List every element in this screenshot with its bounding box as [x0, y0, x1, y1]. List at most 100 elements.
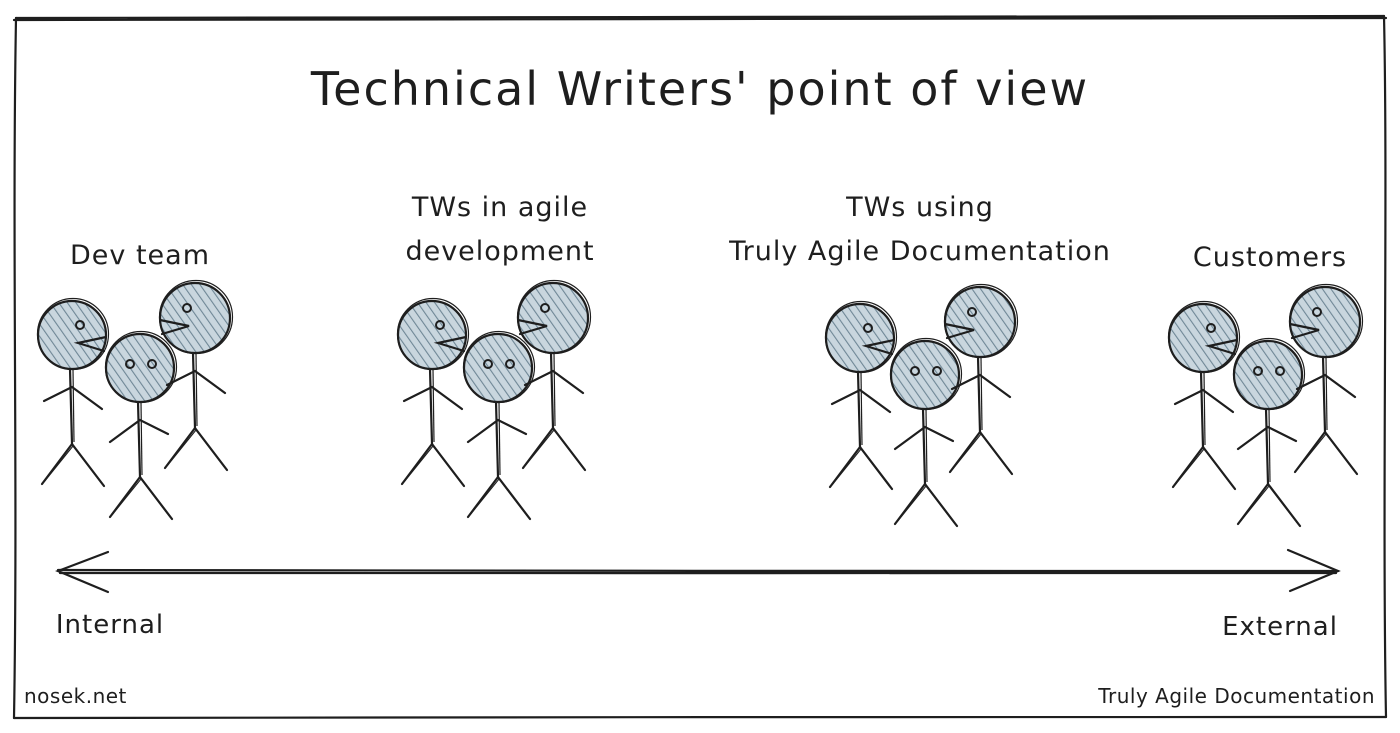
stick-figure [1288, 283, 1364, 476]
figure-eye [435, 320, 445, 330]
stick-figure [516, 279, 592, 472]
figure-mouth [433, 335, 468, 353]
group-label-line2: Truly Agile Documentation [729, 236, 1111, 267]
figure-legs [40, 442, 106, 488]
figure-body [860, 371, 863, 446]
figure-body [1199, 370, 1205, 449]
figure-legs [948, 430, 1014, 476]
figure-eye [182, 303, 192, 313]
figure-mouth [1204, 338, 1239, 356]
figure-legs [1293, 430, 1359, 476]
stick-figure [889, 337, 963, 528]
figures-layer [36, 279, 1364, 528]
figure-body [498, 401, 501, 476]
figure-body [432, 368, 435, 443]
figure-eye [483, 359, 493, 369]
figure-eye [125, 359, 135, 369]
figure-legs [828, 445, 894, 491]
frame-border [12, 14, 1388, 720]
figure-legs [896, 485, 956, 525]
stick-figure [462, 330, 536, 521]
figure-legs [163, 426, 229, 472]
group-label-tws-agile: TWs in agile development [360, 186, 640, 274]
page-title: Technical Writers' point of view [310, 62, 1090, 116]
figure-eye [863, 323, 873, 333]
figure-legs [524, 429, 584, 469]
figure-arms [402, 385, 464, 411]
figure-arms [950, 373, 1012, 399]
group-label-customers: Customers [1170, 236, 1370, 280]
figure-legs [400, 442, 466, 488]
figure-body [195, 352, 198, 427]
figure-legs [1239, 485, 1299, 525]
stick-figure [824, 300, 898, 491]
figure-group-3 [824, 283, 1019, 528]
figure-arms [1173, 388, 1235, 414]
figure-legs [111, 478, 171, 518]
figure-legs [1236, 482, 1302, 528]
figure-body [976, 355, 982, 434]
axis-label-internal: Internal [55, 610, 165, 640]
group-label-line1: TWs using [846, 192, 994, 223]
figure-eye [1253, 366, 1263, 376]
figure-legs [108, 475, 174, 521]
stick-figure [1167, 300, 1241, 491]
figure-body [553, 352, 556, 427]
figure-eye [1312, 307, 1322, 317]
figure-eye [1275, 366, 1285, 376]
figure-body [549, 351, 555, 430]
figure-body [856, 370, 862, 449]
figure-mouth [943, 322, 975, 340]
figure-arms [165, 369, 227, 395]
figure-mouth [861, 338, 896, 356]
figure-legs [893, 482, 959, 528]
group-label-line1: Customers [1192, 242, 1348, 273]
arrow-left-head [55, 550, 110, 594]
figure-eye [967, 307, 977, 317]
figure-legs [166, 429, 226, 469]
figure-mouth [1288, 322, 1320, 340]
figure-body [428, 367, 434, 446]
figure-body [1325, 356, 1328, 431]
figure-body [494, 400, 500, 479]
axis-label-external: External [1222, 612, 1338, 642]
figure-body [68, 367, 74, 446]
internal-external-arrow [55, 548, 1341, 594]
figure-arms [1295, 373, 1357, 399]
figure-eye [540, 303, 550, 313]
figure-legs [43, 445, 103, 485]
arrow-right-head [1286, 548, 1341, 593]
figure-eye [932, 366, 942, 376]
figure-body [1321, 355, 1327, 434]
figure-body [925, 408, 928, 483]
stick-figure [943, 283, 1019, 476]
group-label-line1: TWs in agile [411, 192, 589, 223]
group-label-dev-team: Dev team [40, 234, 240, 278]
figure-arms [893, 425, 955, 451]
figure-group-4 [1167, 283, 1364, 528]
figure-body [72, 368, 75, 443]
group-label-line1: Dev team [69, 240, 210, 271]
figure-group-1 [36, 279, 234, 521]
figure-legs [951, 433, 1011, 473]
figure-mouth [73, 335, 108, 353]
figure-legs [831, 448, 891, 488]
figure-eye [75, 320, 85, 330]
stick-figure [396, 297, 470, 488]
figure-eye [147, 359, 157, 369]
figure-body [1203, 371, 1206, 446]
figure-arms [523, 369, 585, 395]
group-label-line2: development [405, 236, 595, 267]
figure-legs [403, 445, 463, 485]
figure-legs [521, 426, 587, 472]
figure-body [1268, 408, 1271, 483]
figure-body [140, 401, 143, 476]
stick-figure [104, 330, 178, 521]
figure-legs [1296, 433, 1356, 473]
figure-legs [466, 475, 532, 521]
figure-arms [42, 385, 104, 411]
figure-legs [469, 478, 529, 518]
figure-mouth [158, 318, 190, 336]
footer-site: nosek.net [24, 684, 127, 708]
